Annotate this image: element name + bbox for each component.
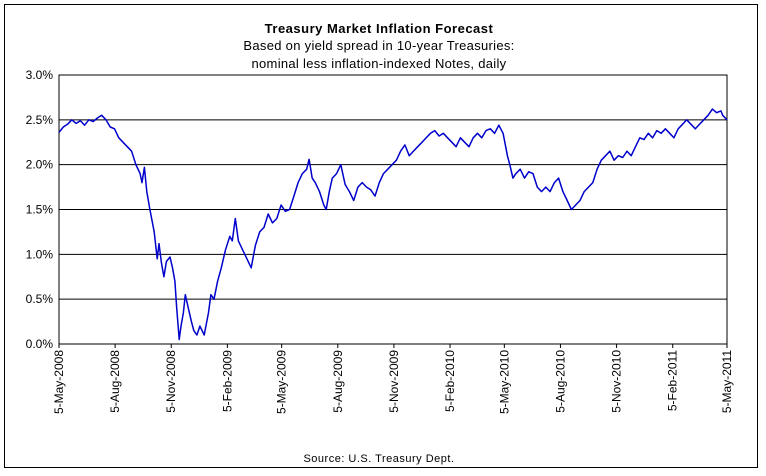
y-tick-label: 0.5% <box>26 292 54 306</box>
chart-subtitle-line-1: Based on yield spread in 10-year Treasur… <box>243 38 514 53</box>
x-tick-label: 5-Aug-2010 <box>553 350 567 413</box>
chart-title: Treasury Market Inflation Forecast <box>265 21 494 36</box>
series-line <box>58 108 728 341</box>
y-tick-label: 3.0% <box>26 68 54 82</box>
x-tick-label: 5-May-2009 <box>275 350 289 414</box>
x-tick-label: 5-Feb-2011 <box>666 350 680 411</box>
y-tick-label: 1.5% <box>26 203 54 217</box>
x-tick-label: 5-Nov-2009 <box>387 350 401 413</box>
chart-subtitle-line-2: nominal less inflation-indexed Notes, da… <box>252 56 507 71</box>
x-tick-label: 5-May-2008 <box>52 350 66 414</box>
x-tick-label: 5-Aug-2008 <box>108 350 122 413</box>
x-tick-label: 5-Aug-2009 <box>331 350 345 413</box>
plot-area-border <box>58 74 728 345</box>
x-tick-label: 5-Feb-2010 <box>443 350 457 412</box>
x-tick-label: 5-May-2011 <box>720 350 734 413</box>
y-tick-label: 2.5% <box>26 113 54 127</box>
y-tick-label: 1.0% <box>26 247 54 261</box>
y-tick-label: 2.0% <box>26 158 54 172</box>
x-tick-label: 5-May-2010 <box>497 350 511 414</box>
chart-svg: Treasury Market Inflation Forecast Based… <box>26 21 734 465</box>
x-tick-label: 5-Nov-2010 <box>610 350 624 413</box>
x-tick-label: 5-Nov-2008 <box>164 350 178 413</box>
x-tick-labels: 5-May-2008 5-Aug-2008 5-Nov-2008 5-Feb-2009… <box>52 344 734 414</box>
y-gridlines <box>59 74 727 345</box>
y-tick-labels: 0.0% 0.5% 1.0% 1.5% 2.0% 2.5% 3.0% <box>26 68 54 351</box>
chart-frame: Treasury Market Inflation Forecast Based… <box>4 4 758 468</box>
chart-source: Source: U.S. Treasury Dept. <box>303 453 454 465</box>
y-tick-label: 0.0% <box>26 337 54 351</box>
x-tick-label: 5-Feb-2009 <box>220 350 234 412</box>
